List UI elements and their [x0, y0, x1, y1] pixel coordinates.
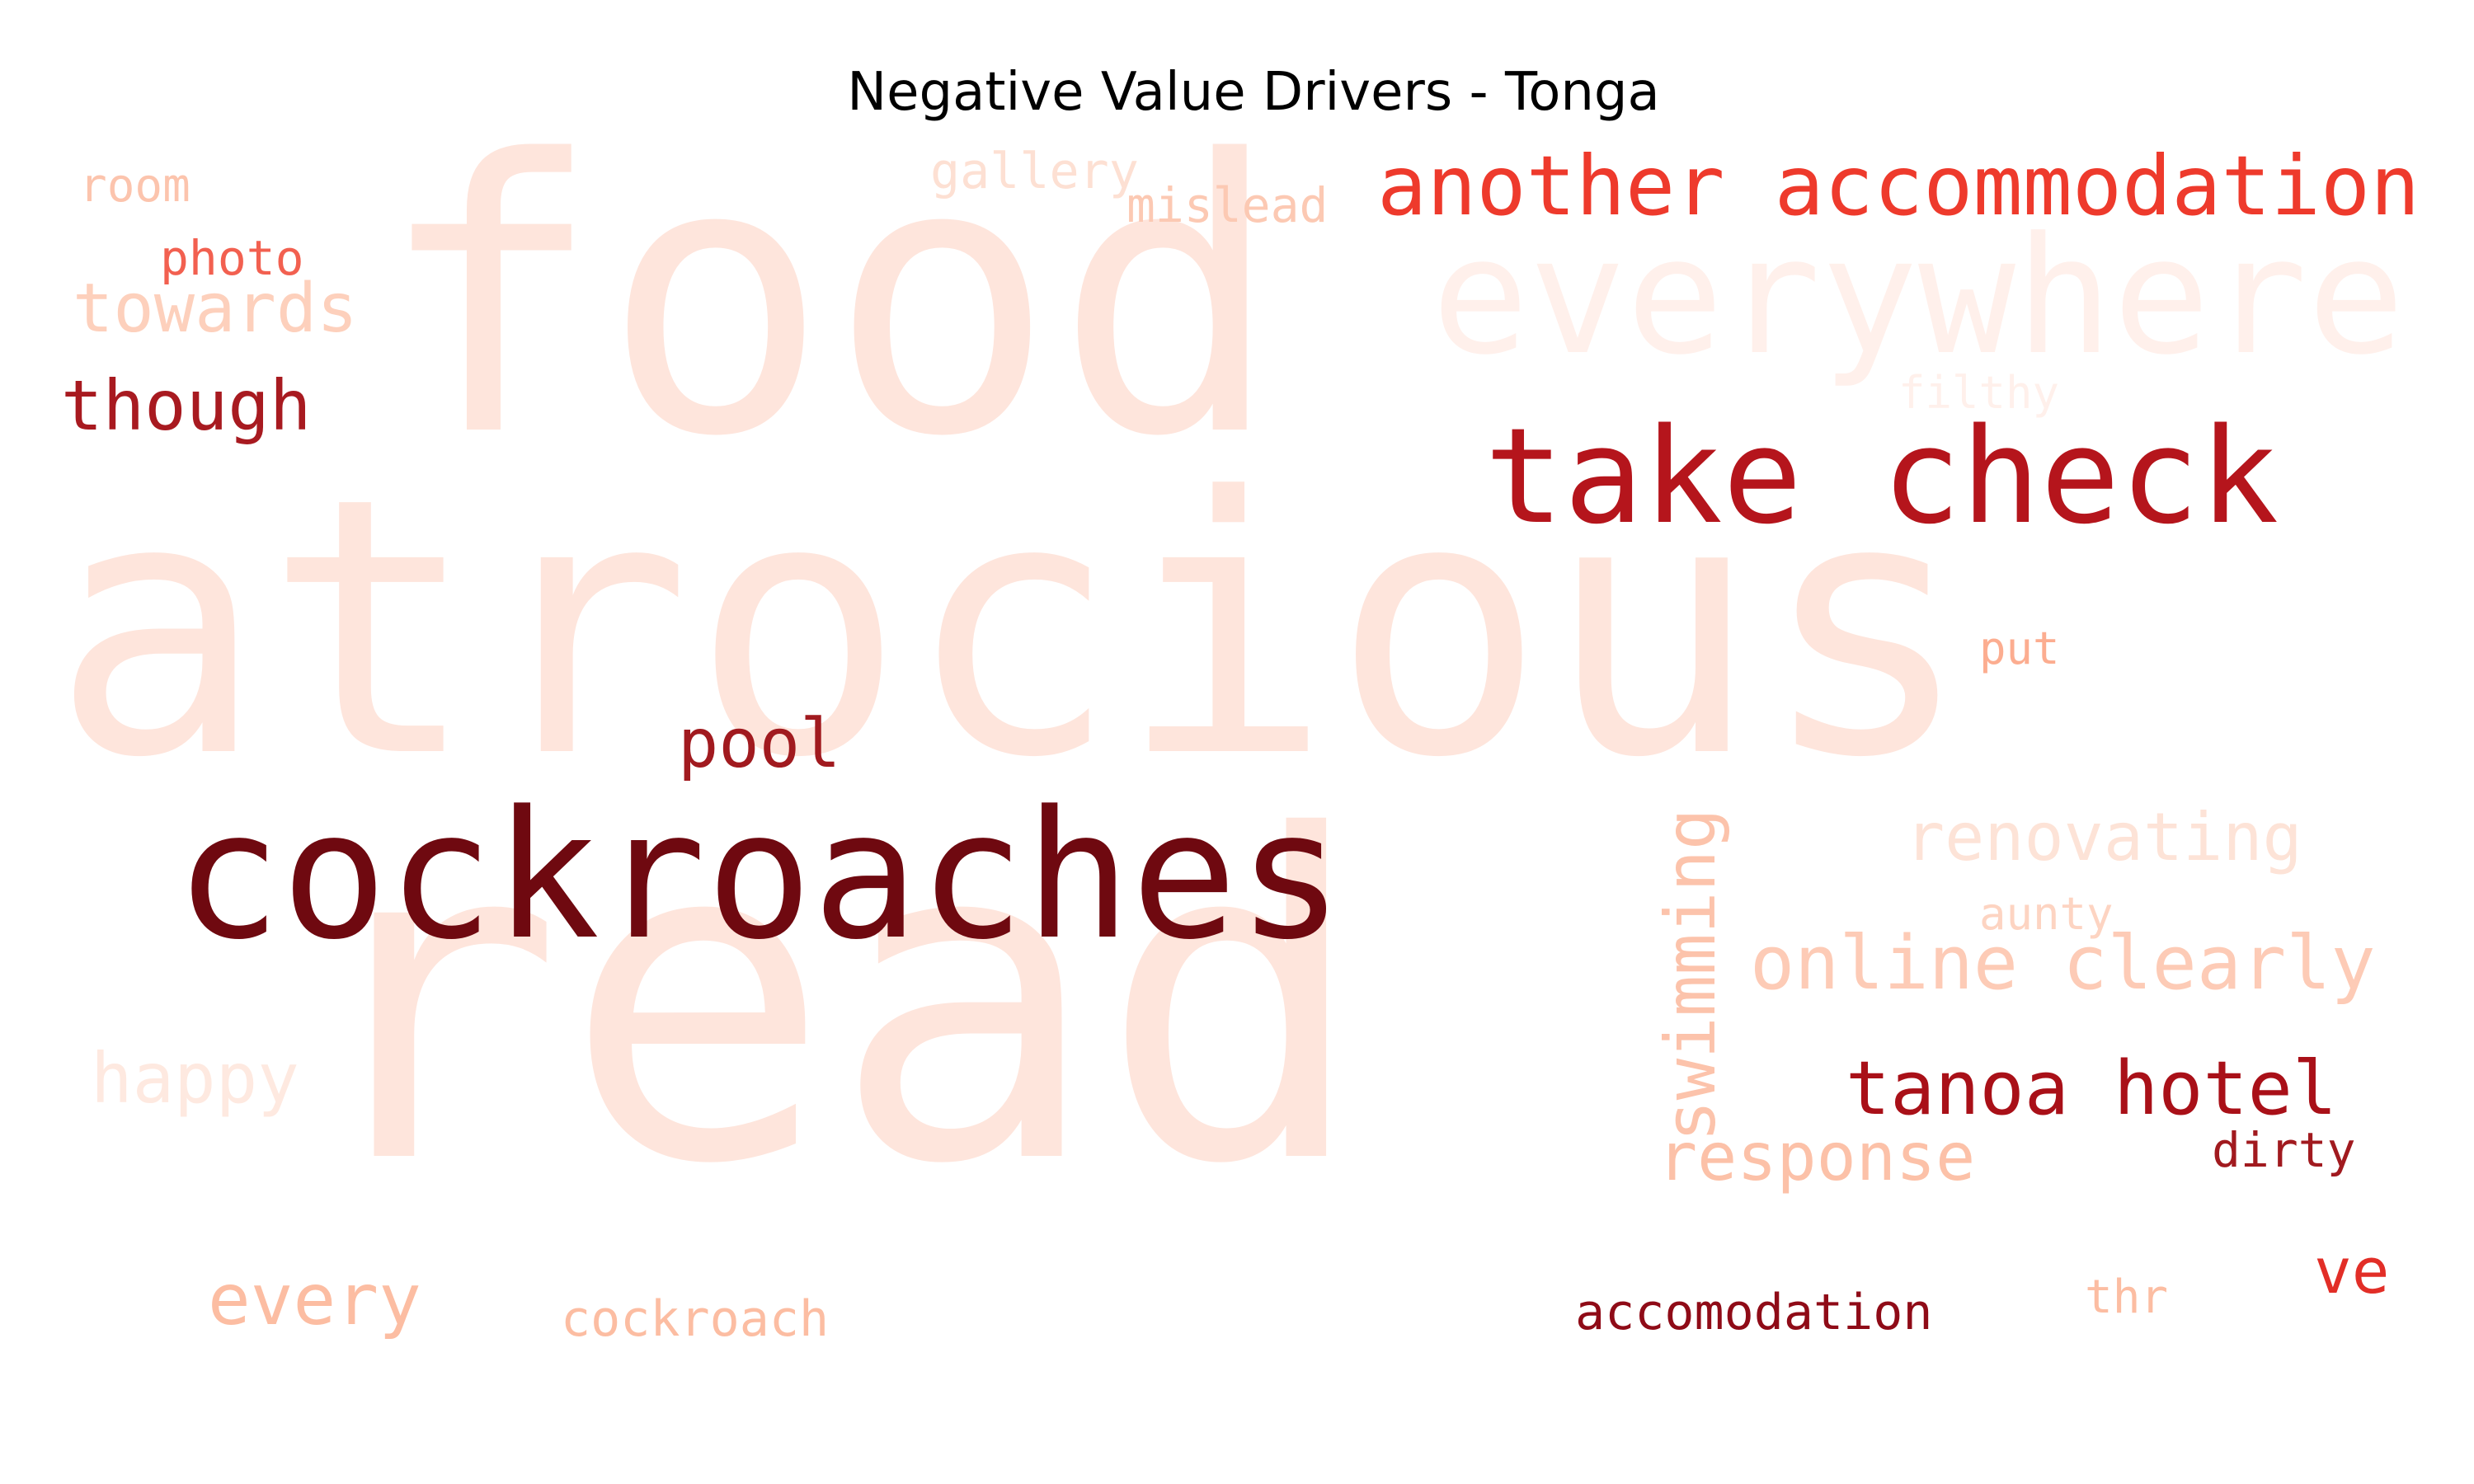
word-accomodation: accomodation [1575, 1284, 1933, 1341]
word-read: read [295, 744, 1368, 1261]
word-renovating: renovating [1905, 799, 2302, 876]
word-filthy: filthy [1898, 367, 2060, 419]
word-ve: ve [2314, 1234, 2390, 1308]
word-food: food [376, 81, 1282, 519]
word-online-clearly: online clearly [1750, 920, 2376, 1007]
chart-title: Negative Value Drivers - Tonga [847, 62, 1660, 123]
word-aunty: aunty [1979, 888, 2114, 940]
word-cockroach: cockroach [561, 1290, 830, 1348]
word-cockroaches: cockroaches [175, 773, 1344, 979]
word-mislead: mislead [1126, 177, 1329, 233]
word-another-accommodation: another accommodation [1377, 138, 2420, 234]
word-atrocious: atrocious [51, 423, 1973, 835]
word-tanoa-hotel: tanoa hotel [1846, 1045, 2338, 1132]
word-everywhere: everywhere [1432, 203, 2406, 391]
word-photo: photo [160, 230, 304, 286]
word-gallery: gallery [930, 143, 1139, 200]
word-put: put [1979, 622, 2060, 674]
word-towards: towards [73, 270, 358, 348]
word-room: room [79, 159, 190, 213]
word-take-check: take check [1484, 399, 2279, 553]
word-thr: thr [2085, 1270, 2169, 1324]
word-though: though [61, 365, 312, 446]
word-dirty: dirty [2212, 1122, 2356, 1178]
word-happy: happy [91, 1038, 299, 1119]
word-every: every [208, 1259, 421, 1341]
word-pool: pool [678, 705, 841, 783]
word-swimming: swimming [1650, 808, 1731, 1142]
word-response: response [1658, 1119, 1976, 1195]
